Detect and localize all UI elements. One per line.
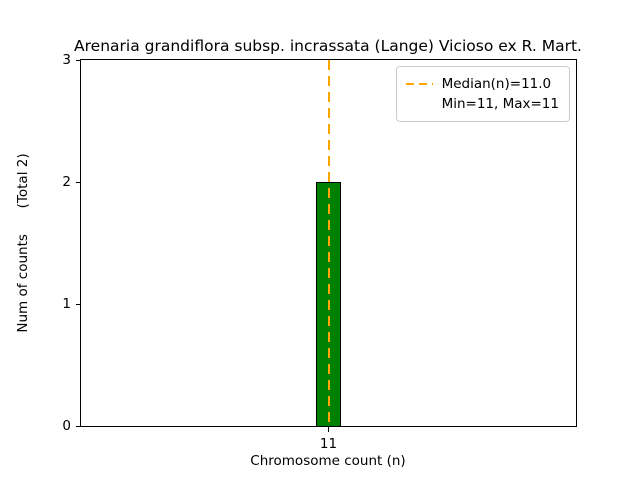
median-line xyxy=(327,60,330,426)
legend-label-median: Median(n)=11.0 xyxy=(441,76,552,92)
y-tick-label: 0 xyxy=(62,418,71,434)
legend: Median(n)=11.0 Min=11, Max=11 xyxy=(395,66,570,122)
y-axis-label: Num of counts (Total 2) xyxy=(15,153,31,333)
x-axis-label: Chromosome count (n) xyxy=(250,453,406,469)
legend-blank-handle xyxy=(406,103,433,105)
y-axis-tick xyxy=(76,303,81,305)
median-dashed-line-icon xyxy=(405,83,433,85)
legend-row-median: Median(n)=11.0 xyxy=(405,74,559,94)
x-axis-tick xyxy=(328,427,329,432)
y-axis-tick xyxy=(76,181,81,183)
y-tick-label: 1 xyxy=(62,296,71,312)
y-axis-tick xyxy=(76,59,81,61)
plot-area: Median(n)=11.0 Min=11, Max=11 0 1 2 3 11 xyxy=(62,52,577,452)
y-axis-tick xyxy=(76,425,81,427)
y-tick-label: 3 xyxy=(62,52,71,68)
chart-title: Arenaria grandiflora subsp. incrassata (… xyxy=(74,37,582,55)
y-tick-label: 2 xyxy=(62,174,71,190)
x-tick-label: 11 xyxy=(319,436,338,452)
legend-row-minmax: Min=11, Max=11 xyxy=(406,94,559,114)
legend-label-minmax: Min=11, Max=11 xyxy=(441,96,559,112)
